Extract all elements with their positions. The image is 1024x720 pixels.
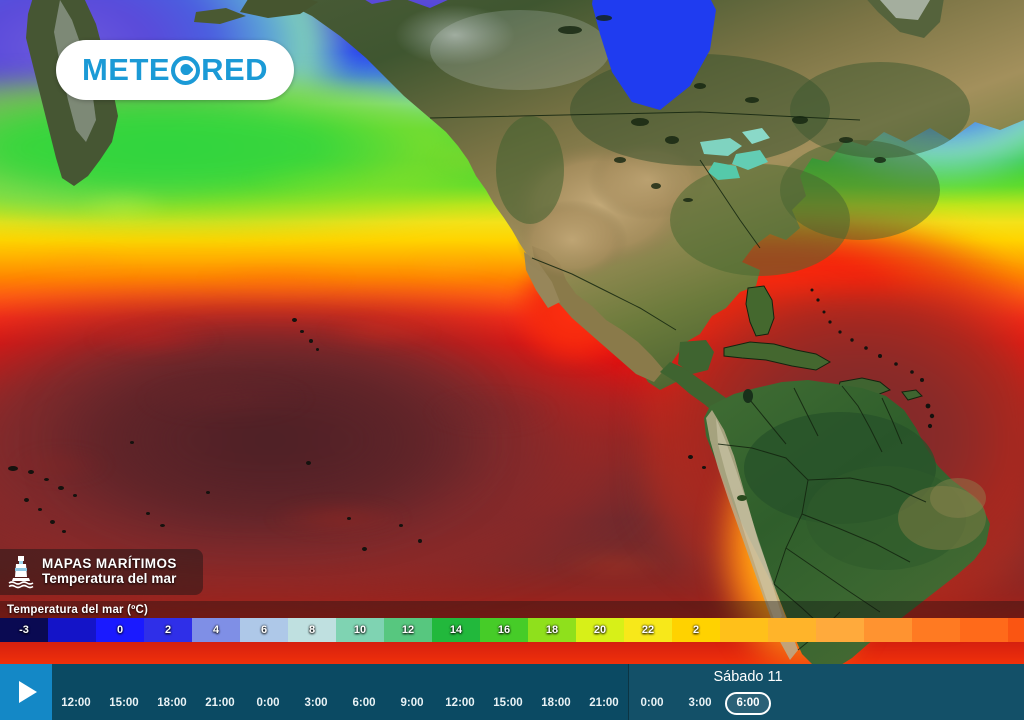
timeline-tick[interactable]: 18:00 xyxy=(532,697,580,709)
timeline-tick-label: 3:00 xyxy=(688,697,712,709)
map-layer-text: MAPAS MARÍTIMOS Temperatura del mar xyxy=(42,557,177,586)
timeline-day-divider xyxy=(628,664,629,720)
timeline-tick[interactable]: 15:00 xyxy=(484,697,532,709)
timeline-tick-label: 21:00 xyxy=(589,697,619,709)
legend-tick-label: 14 xyxy=(449,624,463,636)
play-button[interactable] xyxy=(0,664,52,720)
legend-tick-label: 4 xyxy=(212,624,220,636)
timeline-tick[interactable]: 12:00 xyxy=(52,697,100,709)
timeline-tick-label: 6:00 xyxy=(352,697,376,709)
timeline-tick-label: 12:00 xyxy=(61,697,91,709)
legend-title: Temperatura del mar (ºC) xyxy=(0,601,1024,618)
legend-swatch xyxy=(960,618,1008,642)
legend: Temperatura del mar (ºC) -3 0 2 4 6 8 10 12 14 16… xyxy=(0,601,1024,642)
legend-tick-label: 18 xyxy=(545,624,559,636)
timeline-tick[interactable]: 9:00 xyxy=(388,697,436,709)
legend-swatch: 18 xyxy=(528,618,576,642)
timeline-tick[interactable]: 6:00 xyxy=(340,697,388,709)
timeline-ticks[interactable]: 12:00 15:00 18:00 21:00 0:00 3:00 6:00 9:00 12:0… xyxy=(52,691,772,715)
legend-tick-label: 10 xyxy=(353,624,367,636)
legend-swatch: 0 xyxy=(96,618,144,642)
legend-swatch xyxy=(720,618,768,642)
legend-tick-label: 16 xyxy=(497,624,511,636)
legend-tick-label: 2 xyxy=(164,624,172,636)
legend-swatch: 10 xyxy=(336,618,384,642)
legend-tick-label: -3 xyxy=(19,624,29,636)
timeline-bar[interactable]: Sábado 11 12:00 15:00 18:00 21:00 0:00 3:00 6:… xyxy=(0,664,1024,720)
legend-swatch xyxy=(816,618,864,642)
landmass-north-america xyxy=(26,0,1024,420)
map-layer-label: Temperatura del mar xyxy=(42,571,177,586)
map-layer-badge[interactable]: MAPAS MARÍTIMOS Temperatura del mar xyxy=(0,549,203,595)
legend-tick-label: 20 xyxy=(593,624,607,636)
timeline-tick[interactable]: 15:00 xyxy=(100,697,148,709)
timeline-tick-label: 18:00 xyxy=(541,697,571,709)
timeline-track[interactable]: Sábado 11 12:00 15:00 18:00 21:00 0:00 3:00 6:… xyxy=(52,664,1024,720)
legend-swatch: 12 xyxy=(384,618,432,642)
timeline-tick-label: 0:00 xyxy=(640,697,664,709)
logo-wordmark: METE RED xyxy=(82,52,268,88)
legend-swatch: 20 xyxy=(576,618,624,642)
legend-swatch: 16 xyxy=(480,618,528,642)
timeline-tick-label: 12:00 xyxy=(445,697,475,709)
legend-swatch xyxy=(912,618,960,642)
timeline-tick-label: 3:00 xyxy=(304,697,328,709)
legend-tick-label: 6 xyxy=(260,624,268,636)
timeline-tick-label: 9:00 xyxy=(400,697,424,709)
legend-swatch: -3 xyxy=(0,618,48,642)
timeline-tick[interactable]: 0:00 xyxy=(628,697,676,709)
legend-swatch: 2 xyxy=(672,618,720,642)
logo-text-right: RED xyxy=(201,52,269,87)
timeline-tick[interactable]: 18:00 xyxy=(148,697,196,709)
timeline-tick-label: 15:00 xyxy=(109,697,139,709)
map-category-label: MAPAS MARÍTIMOS xyxy=(42,556,177,572)
legend-swatch: 6 xyxy=(240,618,288,642)
timeline-tick-label: 18:00 xyxy=(157,697,187,709)
meteored-logo[interactable]: METE RED xyxy=(56,40,294,100)
legend-tick-label: 12 xyxy=(401,624,415,636)
timeline-day-label: Sábado 11 xyxy=(713,669,783,685)
sst-central-pacific-warm-core xyxy=(60,345,480,535)
legend-swatch: 22 xyxy=(624,618,672,642)
lighthouse-icon xyxy=(8,556,34,589)
legend-tick-label: 8 xyxy=(308,624,316,636)
legend-swatch: 8 xyxy=(288,618,336,642)
timeline-tick-label: 6:00 xyxy=(725,691,771,715)
timeline-tick-label: 21:00 xyxy=(205,697,235,709)
landmass-south-america xyxy=(690,348,1024,664)
legend-tick-label: 2 xyxy=(692,624,700,636)
timeline-tick-label: 15:00 xyxy=(493,697,523,709)
legend-tick-label: 0 xyxy=(116,624,124,636)
legend-swatch xyxy=(864,618,912,642)
legend-tick-label: 22 xyxy=(641,624,655,636)
legend-color-scale: -3 0 2 4 6 8 10 12 14 16 18 20 22 2 xyxy=(0,618,1024,642)
legend-swatch xyxy=(1008,618,1024,642)
legend-swatch: 4 xyxy=(192,618,240,642)
legend-swatch: 14 xyxy=(432,618,480,642)
logo-text-left: METE xyxy=(81,52,171,87)
timeline-tick[interactable]: 0:00 xyxy=(244,697,292,709)
timeline-tick[interactable]: 21:00 xyxy=(580,697,628,709)
timeline-tick[interactable]: 3:00 xyxy=(676,697,724,709)
legend-swatch xyxy=(768,618,816,642)
timeline-tick[interactable]: 12:00 xyxy=(436,697,484,709)
timeline-tick-selected[interactable]: 6:00 xyxy=(724,691,772,715)
legend-swatch xyxy=(48,618,96,642)
timeline-tick[interactable]: 21:00 xyxy=(196,697,244,709)
landmass-caribbean xyxy=(640,230,960,430)
legend-swatch: 2 xyxy=(144,618,192,642)
raindrop-pin-icon xyxy=(171,55,201,85)
timeline-tick[interactable]: 3:00 xyxy=(292,697,340,709)
play-icon xyxy=(19,681,37,703)
timeline-day-segment: Sábado 11 xyxy=(628,664,1024,720)
timeline-tick-label: 0:00 xyxy=(256,697,280,709)
sst-map-canvas[interactable]: METE RED MAPAS MARÍTIMOS Temperatura del… xyxy=(0,0,1024,664)
